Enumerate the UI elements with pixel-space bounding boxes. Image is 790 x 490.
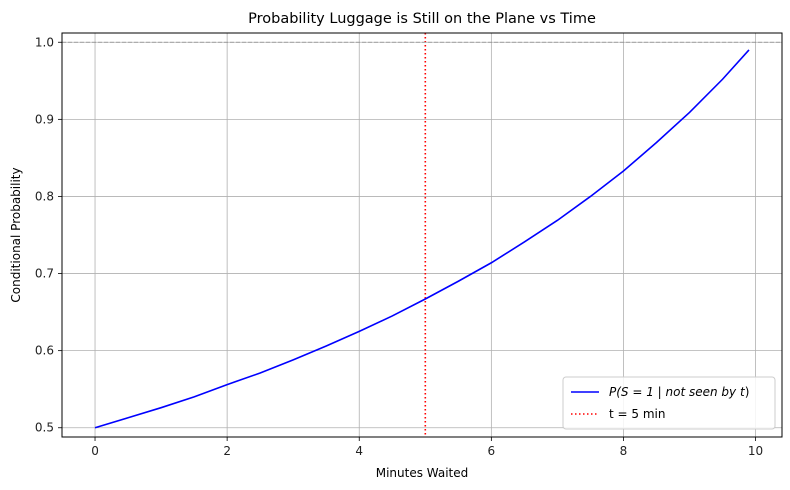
reference-lines: [62, 33, 782, 437]
y-axis-label: Conditional Probability: [9, 167, 23, 302]
legend: P(S = 1 | not seen by t) t = 5 min: [562, 376, 776, 430]
x-axis-label: Minutes Waited: [376, 466, 469, 480]
x-tick-label: 2: [223, 444, 231, 458]
legend-label-curve: P(S = 1 | not seen by t): [609, 385, 749, 399]
y-tick-label: 1.0: [35, 35, 54, 49]
x-tick-label: 0: [91, 444, 99, 458]
x-tick-label: 6: [488, 444, 496, 458]
chart-title: Probability Luggage is Still on the Plan…: [248, 11, 596, 27]
legend-box: [562, 376, 776, 430]
y-tick-label: 0.5: [35, 421, 54, 435]
y-tick-label: 0.6: [35, 344, 54, 358]
legend-label-reference: t = 5 min: [609, 407, 665, 421]
y-axis-ticks: 0.5 0.6 0.7 0.8 0.9 1.0: [35, 35, 62, 435]
x-tick-label: 4: [355, 444, 363, 458]
y-tick-label: 0.7: [35, 267, 54, 281]
x-tick-label: 10: [748, 444, 763, 458]
series-layer: [94, 49, 750, 429]
x-tick-label: 8: [620, 444, 628, 458]
plot-frame: [61, 32, 783, 438]
y-tick-label: 0.9: [35, 112, 54, 126]
y-tick-label: 0.8: [35, 189, 54, 203]
x-axis-ticks: 0 2 4 6 8 10: [91, 437, 763, 458]
series-line-0: [94, 49, 750, 429]
